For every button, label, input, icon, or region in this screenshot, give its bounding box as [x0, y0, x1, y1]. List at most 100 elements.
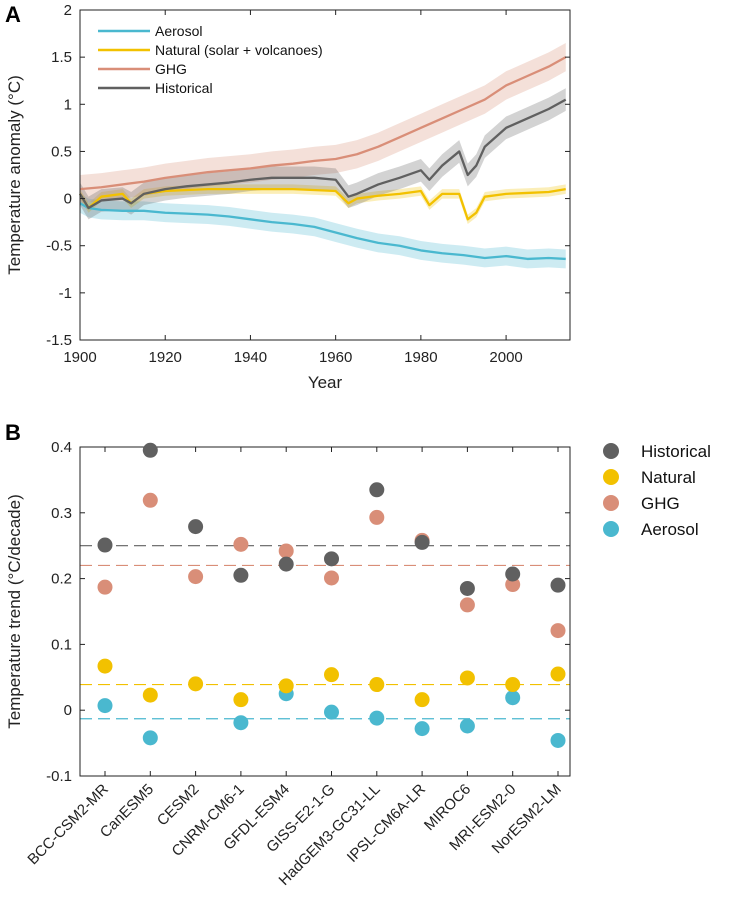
point-ghg-mri-esm2-0 [505, 577, 521, 593]
series-line-ghg [79, 56, 567, 191]
legend-marker-ghg [603, 495, 619, 511]
legend-label-historical: Historical [641, 442, 711, 461]
legend-label-natural: Natural [641, 468, 696, 487]
legend-marker-natural [603, 469, 619, 485]
y-tick-label: 0.2 [51, 571, 72, 588]
point-historical-hadgem3-gc31-ll [369, 482, 385, 498]
point-aerosol-mri-esm2-0 [505, 690, 521, 706]
series-line-historical [79, 98, 567, 210]
point-ghg-giss-e2-1-g [324, 570, 339, 586]
point-ghg-cesm2 [188, 569, 204, 585]
panel-a: A -1.5-1-0.500.511.52 1900 1920 1940 1960 19… [5, 2, 571, 392]
legend-marker-historical [603, 443, 619, 459]
point-aerosol-ipsl-cm6a-lr [414, 721, 430, 737]
point-aerosol-hadgem3-gc31-ll [369, 710, 385, 726]
point-aerosol-canesm5 [142, 730, 158, 746]
x-tick-label: 2000 [489, 349, 522, 366]
point-historical-ipsl-cm6a-lr [414, 534, 430, 550]
y-tick-label: 0 [64, 191, 72, 208]
y-tick-label: 2 [64, 2, 72, 19]
legend-label-natural-solar-volcanoes: Natural (solar + volcanoes) [155, 42, 323, 58]
point-aerosol-giss-e2-1-g [324, 704, 339, 720]
y-tick-label: -1 [59, 285, 72, 302]
legend-label-historical: Historical [155, 80, 213, 96]
point-ghg-noresm2-lm [550, 623, 566, 639]
point-aerosol-bcc-csm2-mr [97, 698, 113, 714]
point-ghg-cnrm-cm6-1 [233, 536, 249, 552]
x-tick-label: 1920 [149, 349, 182, 366]
y-tick-label: 0.1 [51, 636, 72, 653]
legend: Historical Natural GHG Aerosol [603, 442, 711, 539]
y-tick-label: 0.4 [51, 439, 72, 456]
scatter-points [97, 442, 566, 748]
point-natural-mri-esm2-0 [505, 677, 521, 693]
x-tick-label-ipsl-cm6a-lr: IPSL-CM6A-LR [344, 781, 429, 866]
legend-label-aerosol: Aerosol [641, 520, 699, 539]
legend-marker-aerosol [603, 521, 619, 537]
y-tick-label: 0.3 [51, 505, 72, 522]
y-axis-label: Temperature trend (°C/decade) [5, 494, 24, 729]
band-aerosol [80, 193, 566, 269]
point-aerosol-miroc6 [459, 718, 475, 734]
series-bands [80, 43, 566, 269]
point-ghg-canesm5 [142, 492, 158, 508]
x-tick-label: 1940 [234, 349, 267, 366]
series-lines [79, 56, 567, 261]
x-ticks: 1900 1920 1940 1960 1980 2000 [63, 10, 523, 366]
x-tick-label: 1960 [319, 349, 352, 366]
x-tick-label: 1900 [63, 349, 96, 366]
y-ticks: -0.1 0 0.1 0.2 0.3 0.4 [46, 439, 570, 785]
y-axis-label: Temperature anomaly (°C) [5, 75, 24, 275]
series-line-aerosol [79, 202, 566, 261]
point-historical-mri-esm2-0 [505, 566, 521, 582]
x-axis-label: Year [308, 373, 343, 392]
point-historical-bcc-csm2-mr [97, 537, 113, 553]
x-tick-label: 1980 [404, 349, 437, 366]
legend-label-aerosol: Aerosol [155, 23, 202, 39]
point-historical-miroc6 [459, 580, 475, 596]
y-tick-label: -1.5 [46, 332, 72, 349]
panel-a-label: A [5, 2, 21, 27]
point-historical-gfdl-esm4 [278, 556, 294, 572]
point-historical-noresm2-lm [550, 577, 566, 593]
y-tick-label: -0.1 [46, 768, 72, 785]
y-tick-label: 1 [64, 96, 72, 113]
point-natural-hadgem3-gc31-ll [369, 677, 385, 693]
point-historical-giss-e2-1-g [324, 551, 339, 567]
point-natural-cesm2 [188, 676, 204, 692]
band-ghg [80, 43, 566, 204]
point-aerosol-cnrm-cm6-1 [233, 715, 249, 731]
y-ticks: -1.5 -1 -0.5 0 0.5 1 1.5 2 [46, 2, 570, 349]
point-natural-cnrm-cm6-1 [233, 692, 249, 708]
point-natural-ipsl-cm6a-lr [414, 692, 430, 708]
point-natural-giss-e2-1-g [324, 667, 339, 683]
point-natural-bcc-csm2-mr [97, 658, 113, 674]
point-aerosol-noresm2-lm [550, 732, 566, 748]
point-ghg-gfdl-esm4 [278, 543, 294, 559]
panel-b-label: B [5, 420, 21, 445]
legend-label-ghg: GHG [641, 494, 680, 513]
point-ghg-hadgem3-gc31-ll [369, 509, 385, 525]
panel-b: B -0.100.10.20.30.4 BCC-CSM2-MRCanESM5CE… [5, 420, 711, 889]
y-tick-label: 0.5 [51, 143, 72, 160]
point-historical-cnrm-cm6-1 [233, 567, 249, 583]
point-historical-canesm5 [142, 442, 158, 458]
point-natural-noresm2-lm [550, 666, 566, 682]
y-tick-label: 0 [64, 702, 72, 719]
band-historical [80, 88, 566, 220]
point-natural-gfdl-esm4 [278, 678, 294, 694]
point-ghg-miroc6 [459, 597, 475, 613]
x-tick-label-bcc-csm2-mr: BCC-CSM2-MR [24, 781, 112, 869]
point-historical-cesm2 [188, 519, 204, 535]
point-natural-canesm5 [142, 687, 158, 703]
legend-label-ghg: GHG [155, 61, 187, 77]
legend: Aerosol Natural (solar + volcanoes) GHG His… [98, 23, 323, 96]
point-ghg-bcc-csm2-mr [97, 579, 113, 595]
y-tick-label: -0.5 [46, 238, 72, 255]
point-natural-miroc6 [459, 670, 475, 686]
mean-lines [80, 545, 570, 720]
panel-b-axes [79, 446, 571, 777]
y-tick-label: 1.5 [51, 49, 72, 66]
panel-a-axes [79, 9, 571, 341]
